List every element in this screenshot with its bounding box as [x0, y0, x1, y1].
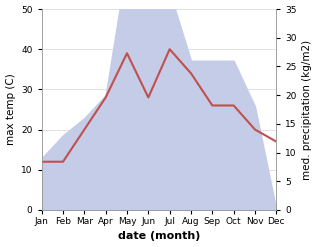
X-axis label: date (month): date (month): [118, 231, 200, 242]
Y-axis label: max temp (C): max temp (C): [5, 74, 16, 145]
Y-axis label: med. precipitation (kg/m2): med. precipitation (kg/m2): [302, 40, 313, 180]
